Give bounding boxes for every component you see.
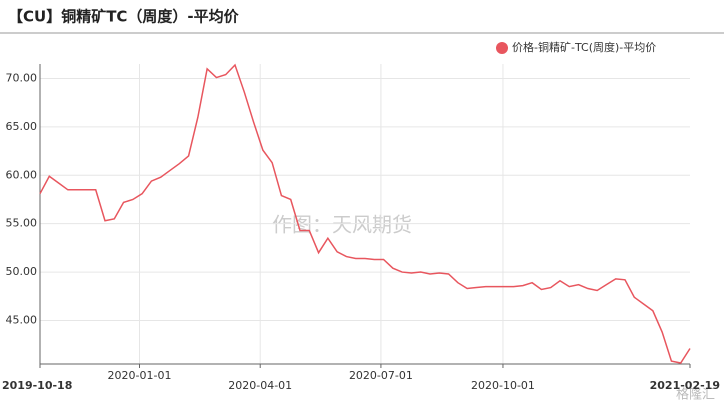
x-tick-label: 2020-01-01 [108, 369, 172, 382]
series-line [39, 63, 691, 364]
x-tick-label: 2019-10-18 [2, 379, 72, 392]
chart-title: 【CU】铜精矿TC（周度）-平均价 [8, 8, 240, 26]
y-tick-label: 65.00 [6, 120, 38, 133]
y-tick-label: 70.00 [6, 72, 38, 85]
y-tick-label: 50.00 [6, 265, 38, 278]
watermark: 作图：天风期货 [272, 213, 412, 237]
logo: 格隆汇 [676, 387, 715, 403]
y-tick-label: 45.00 [6, 313, 38, 326]
legend-marker [496, 42, 508, 54]
legend-label: 价格-铜精矿-TC(周度)-平均价 [512, 40, 656, 54]
y-tick-label: 55.00 [6, 217, 38, 230]
x-tick-label: 2020-07-01 [349, 369, 413, 382]
x-tick-label: 2020-04-01 [228, 379, 292, 392]
x-tick-label: 2020-10-01 [471, 379, 535, 392]
x-tick-label: 2021-02-19 [650, 379, 720, 392]
y-tick-label: 60.00 [6, 168, 38, 181]
